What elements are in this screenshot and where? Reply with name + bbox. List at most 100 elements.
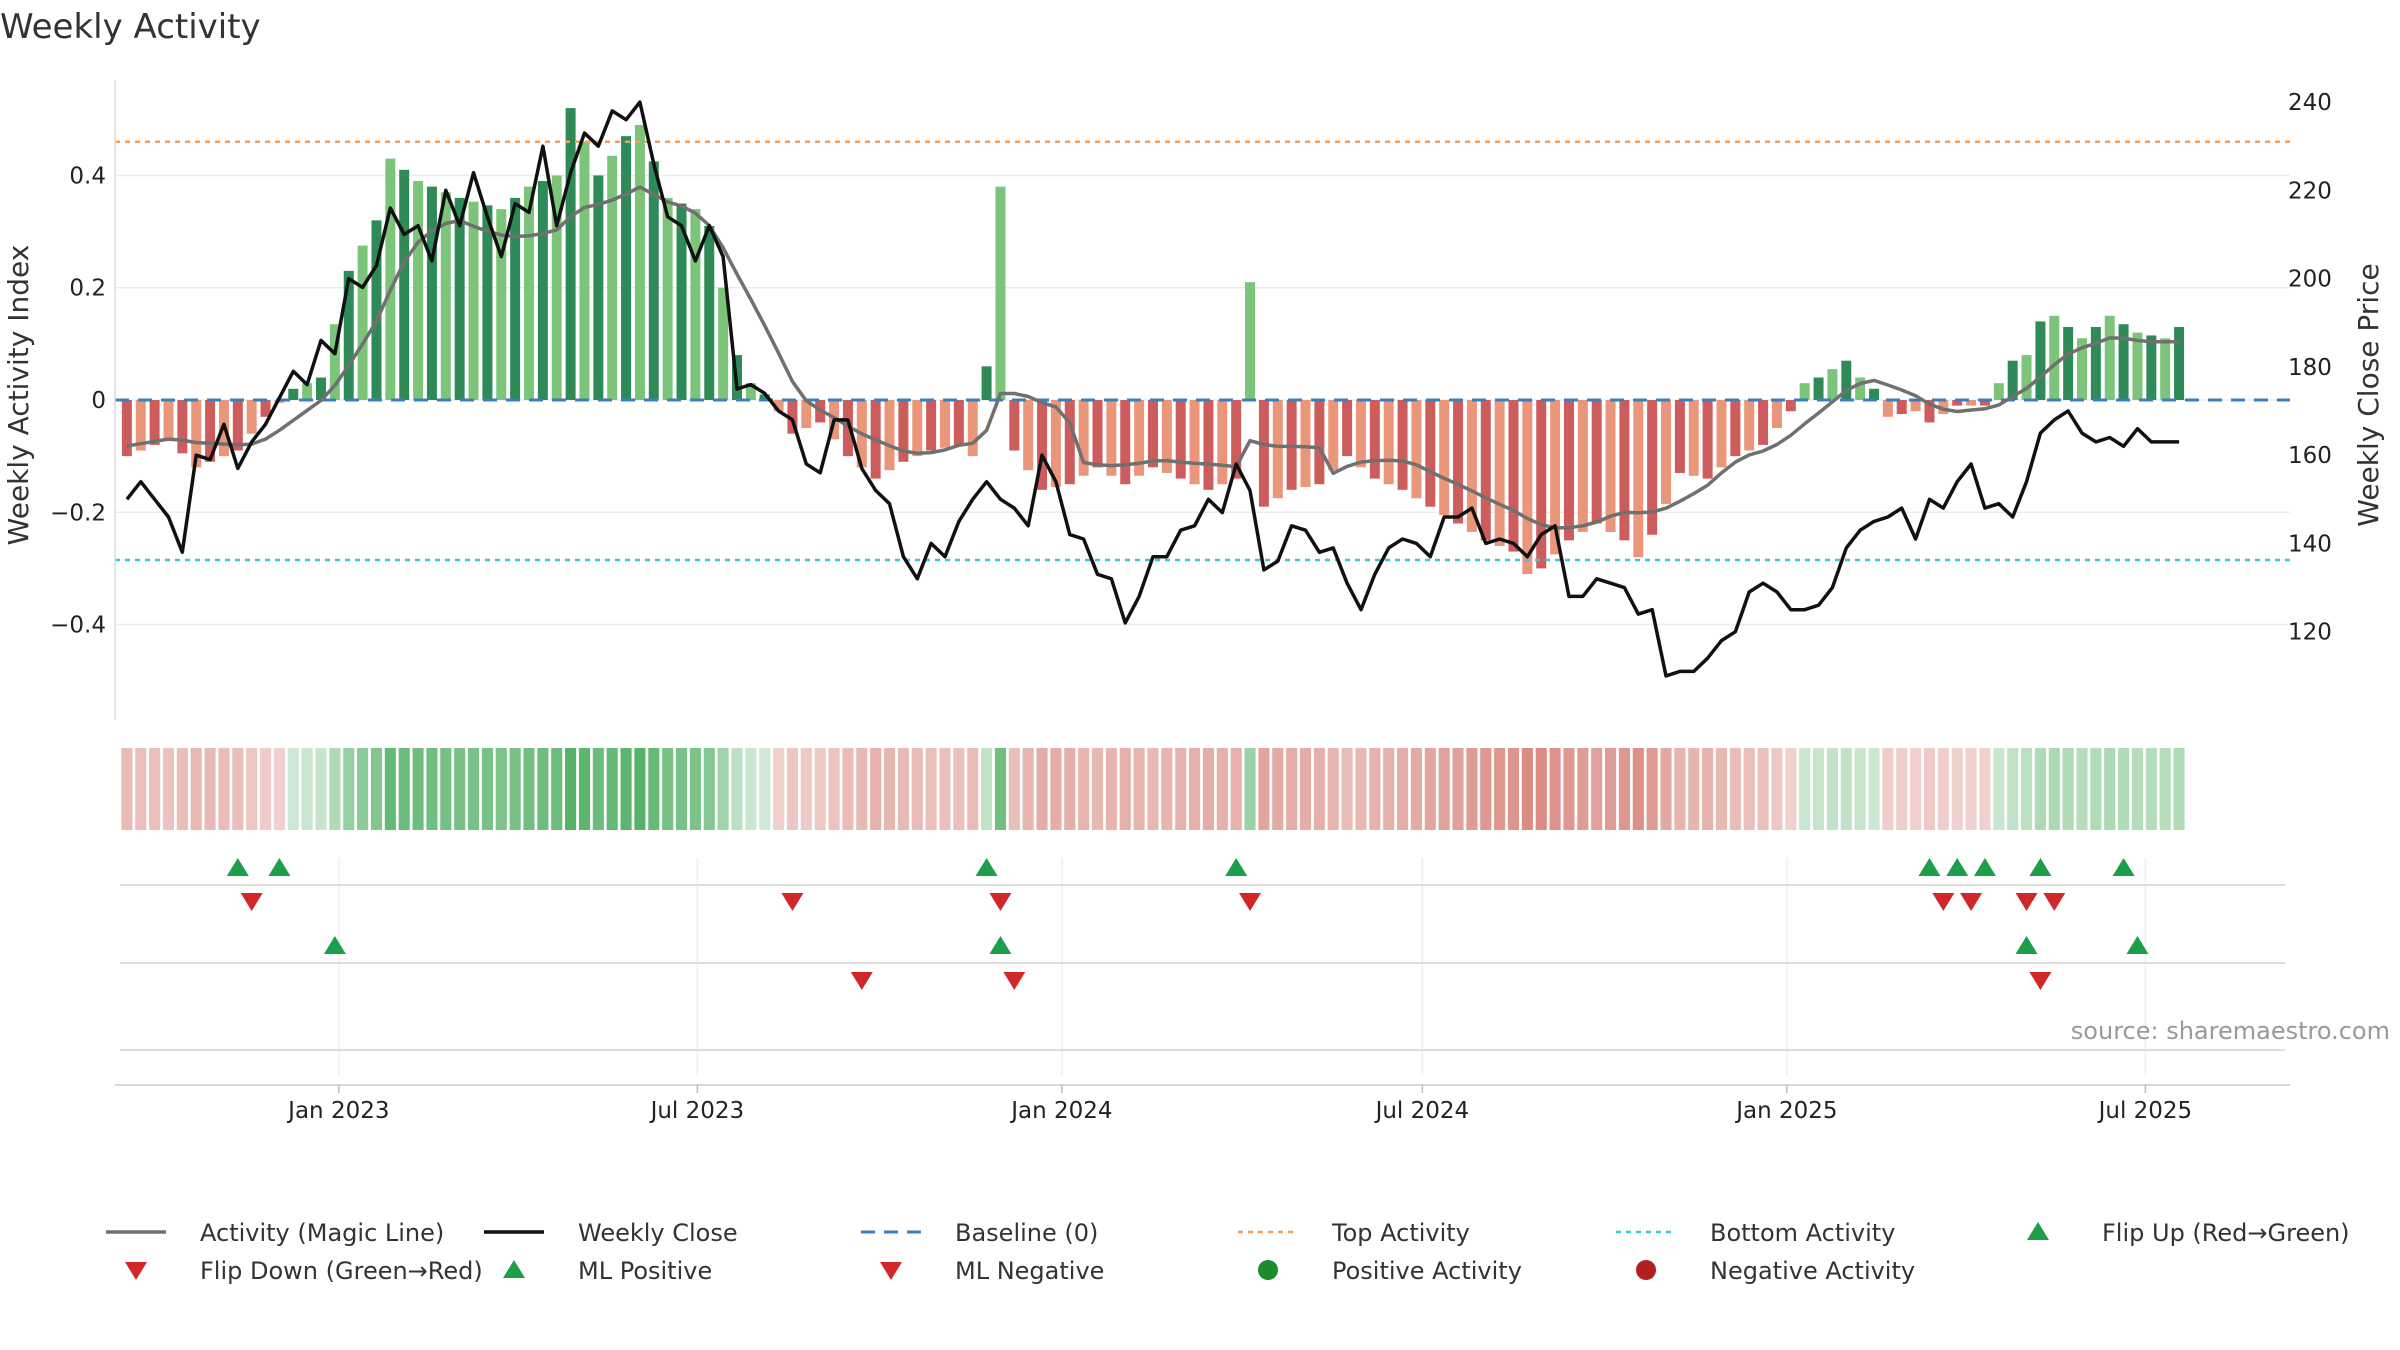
heat-cell [981,748,993,830]
left-tick-label: −0.4 [50,613,106,639]
heat-cell [1688,748,1700,830]
legend-label: Flip Up (Red→Green) [2102,1219,2350,1247]
activity-bar [1217,400,1228,485]
heat-cell [1341,748,1353,830]
heat-cell [190,748,202,830]
activity-bar [1993,383,2004,400]
activity-bar [2021,355,2032,400]
ml-positive-marker [989,936,1012,954]
left-tick-label: 0 [91,388,106,414]
heat-cell [454,748,466,830]
activity-bar [1245,282,1256,400]
heat-cell [2076,748,2088,830]
heat-cell [1313,748,1325,830]
heat-cell [2034,748,2046,830]
activity-bar [1841,360,1852,400]
activity-bar [163,400,174,440]
x-tick-label: Jan 2023 [286,1098,389,1124]
heat-cell [953,748,965,830]
heat-cell [1299,748,1312,830]
heat-cell [2090,748,2102,830]
left-axis-label: Weekly Activity Index [2,245,35,546]
activity-bar [413,181,424,400]
activity-bar [1064,400,1075,485]
heat-cell [1535,748,1547,830]
activity-bar [1785,400,1796,412]
activity-bar [953,400,964,445]
heat-cell [856,748,868,830]
x-tick-label: Jan 2025 [1734,1098,1837,1124]
legend-triangle-up-icon [503,1260,525,1278]
heat-cell [1480,748,1492,830]
activity-bar [1078,400,1089,476]
activity-bar [1522,400,1533,575]
heat-cell [315,748,327,830]
activity-bar [1189,400,1200,485]
activity-bar [510,197,521,400]
heat-cell [121,748,133,830]
heat-cell [1410,748,1422,830]
heat-cell [1216,748,1228,830]
activity-bar [1203,400,1214,490]
activity-bar [1342,400,1353,457]
heat-cell [1355,748,1367,830]
heat-cell [162,748,175,830]
heat-cell [2062,748,2074,830]
activity-bar [1092,400,1103,468]
heat-cell [2007,748,2019,830]
activity-bar [898,400,909,462]
activity-bar [1563,400,1574,541]
heat-cell [1008,748,1020,830]
activity-bar [773,400,784,412]
heat-cell [745,748,757,830]
flip-down-marker [781,893,804,911]
activity-bar [1037,400,1048,490]
heat-cell [1105,748,1117,830]
heat-cell [1327,748,1339,830]
activity-bar [1647,400,1658,535]
activity-bar [1577,400,1588,532]
heat-cell [1438,748,1450,830]
flip-up-marker [975,858,998,876]
heat-cell [523,748,535,830]
activity-bar [357,245,368,400]
activity-bar [704,225,715,400]
heat-cell [1078,748,1090,830]
activity-bar [343,270,354,400]
activity-bar [1550,400,1561,555]
activity-bar [939,400,950,448]
chart-title: Weekly Activity [0,7,261,47]
heat-cell [1757,748,1769,830]
activity-bar [1952,400,1963,406]
activity-bar [121,400,132,457]
heat-cell [384,748,396,830]
heat-cell [911,748,923,830]
right-tick-label: 140 [2288,531,2332,557]
heat-cell [842,748,854,830]
activity-bar [1383,400,1394,485]
activity-bar [1716,400,1727,468]
legend-triangle-down-icon [125,1262,147,1280]
heat-cell [1605,748,1617,830]
heat-cell [329,748,341,830]
activity-bar [1536,400,1547,569]
heat-cell [1258,748,1270,830]
heat-cell [1910,748,1922,830]
activity-bar [2132,332,2143,400]
heat-cell [273,748,285,830]
flip-down-marker [2015,893,2038,911]
activity-bar [2007,360,2018,400]
heat-cell [1785,748,1797,830]
activity-bar [1688,400,1699,476]
heat-cell [1189,748,1201,830]
activity-bar [1633,400,1644,558]
activity-bar [135,400,146,451]
heat-cell [1618,748,1630,830]
activity-bar [329,324,340,400]
axes: 0.4 0.2 0 −0.2 −0.4 240 220 200 180 160 140 120 [50,80,2332,720]
heat-cell [592,748,604,830]
activity-bar [1258,400,1269,507]
activity-bar [1855,377,1866,400]
flip-down-marker [1239,893,1262,911]
